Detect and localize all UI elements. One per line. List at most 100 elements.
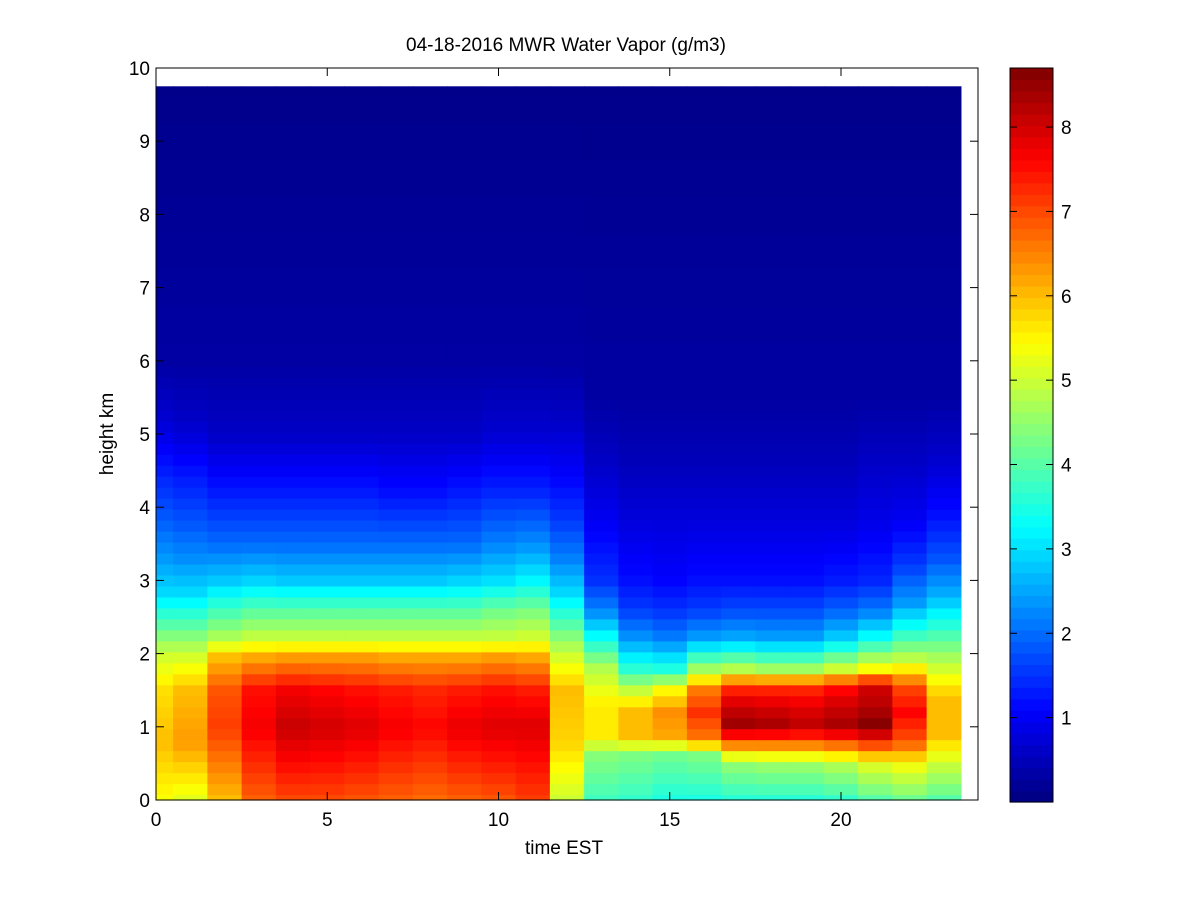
- heatmap-cell: [721, 232, 756, 270]
- heatmap-cell: [378, 750, 414, 763]
- heatmap-cell: [652, 618, 688, 631]
- heatmap-cell: [789, 520, 825, 532]
- heatmap-cell: [892, 465, 928, 477]
- heatmap-cell: [275, 761, 311, 774]
- heatmap-cell: [275, 399, 311, 411]
- heatmap-cell: [892, 498, 928, 510]
- heatmap-cell: [789, 640, 825, 653]
- heatmap-cell: [926, 618, 962, 631]
- heatmap-cell: [755, 122, 791, 161]
- heatmap-cell: [344, 399, 380, 411]
- heatmap-cell: [618, 618, 654, 631]
- heatmap-cell: [892, 530, 928, 543]
- heatmap-cell: [156, 739, 174, 752]
- heatmap-cell: [447, 695, 482, 708]
- heatmap-cell: [207, 159, 243, 197]
- heatmap-cell: [858, 794, 893, 801]
- heatmap-cell: [310, 574, 345, 587]
- heatmap-cell: [275, 728, 311, 741]
- heatmap-cell: [755, 232, 791, 270]
- heatmap-cell: [310, 563, 345, 576]
- heatmap-cell: [789, 618, 825, 631]
- colorbar-step: [1010, 400, 1053, 413]
- heatmap-cell: [481, 706, 517, 719]
- heatmap-cell: [789, 607, 825, 620]
- heatmap-cell: [823, 651, 859, 664]
- heatmap-cell: [686, 783, 722, 796]
- heatmap-cell: [156, 761, 174, 774]
- heatmap-cell: [823, 750, 859, 763]
- heatmap-cell: [755, 269, 791, 307]
- chart-title: 04-18-2016 MWR Water Vapor (g/m3): [406, 35, 726, 56]
- heatmap-cell: [584, 717, 619, 730]
- heatmap-cell: [412, 563, 448, 576]
- heatmap-cell: [618, 530, 654, 543]
- heatmap-cell: [447, 673, 482, 686]
- heatmap-cell: [378, 618, 414, 631]
- heatmap-cell: [721, 269, 756, 307]
- heatmap-cell: [156, 728, 174, 741]
- heatmap-cell: [549, 640, 585, 653]
- heatmap-cell: [755, 772, 791, 785]
- heatmap-cell: [310, 509, 345, 521]
- x-tick-label: 0: [151, 810, 162, 831]
- heatmap-cell: [344, 706, 380, 719]
- y-tick-label: 5: [139, 425, 150, 446]
- heatmap-cell: [378, 509, 414, 521]
- heatmap-cell: [755, 530, 791, 543]
- colorbar-step: [1010, 698, 1053, 711]
- heatmap-cell: [858, 509, 893, 521]
- heatmap-cell: [755, 95, 791, 124]
- heatmap-cell: [755, 196, 791, 234]
- heatmap-cell: [823, 342, 859, 367]
- heatmap-cell: [515, 232, 551, 270]
- heatmap-cell: [378, 574, 414, 587]
- heatmap-cell: [515, 269, 551, 307]
- heatmap-cell: [789, 476, 825, 488]
- heatmap-cell: [207, 196, 243, 234]
- heatmap-cell: [481, 410, 517, 422]
- heatmap-cell: [344, 530, 380, 543]
- heatmap-cell: [310, 366, 345, 378]
- heatmap-cell: [156, 651, 174, 664]
- y-tick-label: 4: [139, 498, 150, 519]
- heatmap-cell: [755, 629, 791, 642]
- colorbar-step: [1010, 262, 1053, 276]
- heatmap-cell: [378, 487, 414, 499]
- heatmap-cell: [241, 520, 277, 532]
- heatmap-cell: [584, 366, 619, 378]
- heatmap-cell: [412, 739, 448, 752]
- heatmap-cell: [652, 695, 688, 708]
- heatmap-cell: [652, 739, 688, 752]
- heatmap-cell: [515, 476, 551, 488]
- heatmap-cell: [156, 563, 174, 576]
- heatmap-cell: [310, 498, 345, 510]
- heatmap-cell: [789, 772, 825, 785]
- heatmap-cell: [207, 366, 243, 378]
- heatmap-cell: [515, 728, 551, 741]
- heatmap-cell: [156, 122, 174, 161]
- heatmap-cell: [584, 739, 619, 752]
- heatmap-cell: [310, 388, 345, 400]
- heatmap-cell: [926, 717, 962, 730]
- heatmap-cell: [310, 640, 345, 653]
- heatmap-cell: [721, 95, 756, 124]
- heatmap-cell: [892, 399, 928, 411]
- heatmap-cell: [926, 684, 962, 697]
- heatmap-cell: [618, 541, 654, 554]
- heatmap-cell: [652, 377, 688, 389]
- heatmap-cell: [241, 95, 277, 124]
- heatmap-cell: [447, 530, 482, 543]
- heatmap-cell: [447, 196, 482, 234]
- heatmap-cell: [173, 596, 208, 609]
- colorbar-step: [1010, 446, 1053, 459]
- heatmap-cell: [618, 794, 654, 801]
- heatmap-cell: [378, 95, 414, 124]
- heatmap-cell: [755, 695, 791, 708]
- heatmap-cell: [789, 662, 825, 675]
- heatmap-cell: [858, 629, 893, 642]
- heatmap-cell: [378, 629, 414, 642]
- heatmap-cell: [789, 794, 825, 801]
- heatmap-cell: [721, 476, 756, 488]
